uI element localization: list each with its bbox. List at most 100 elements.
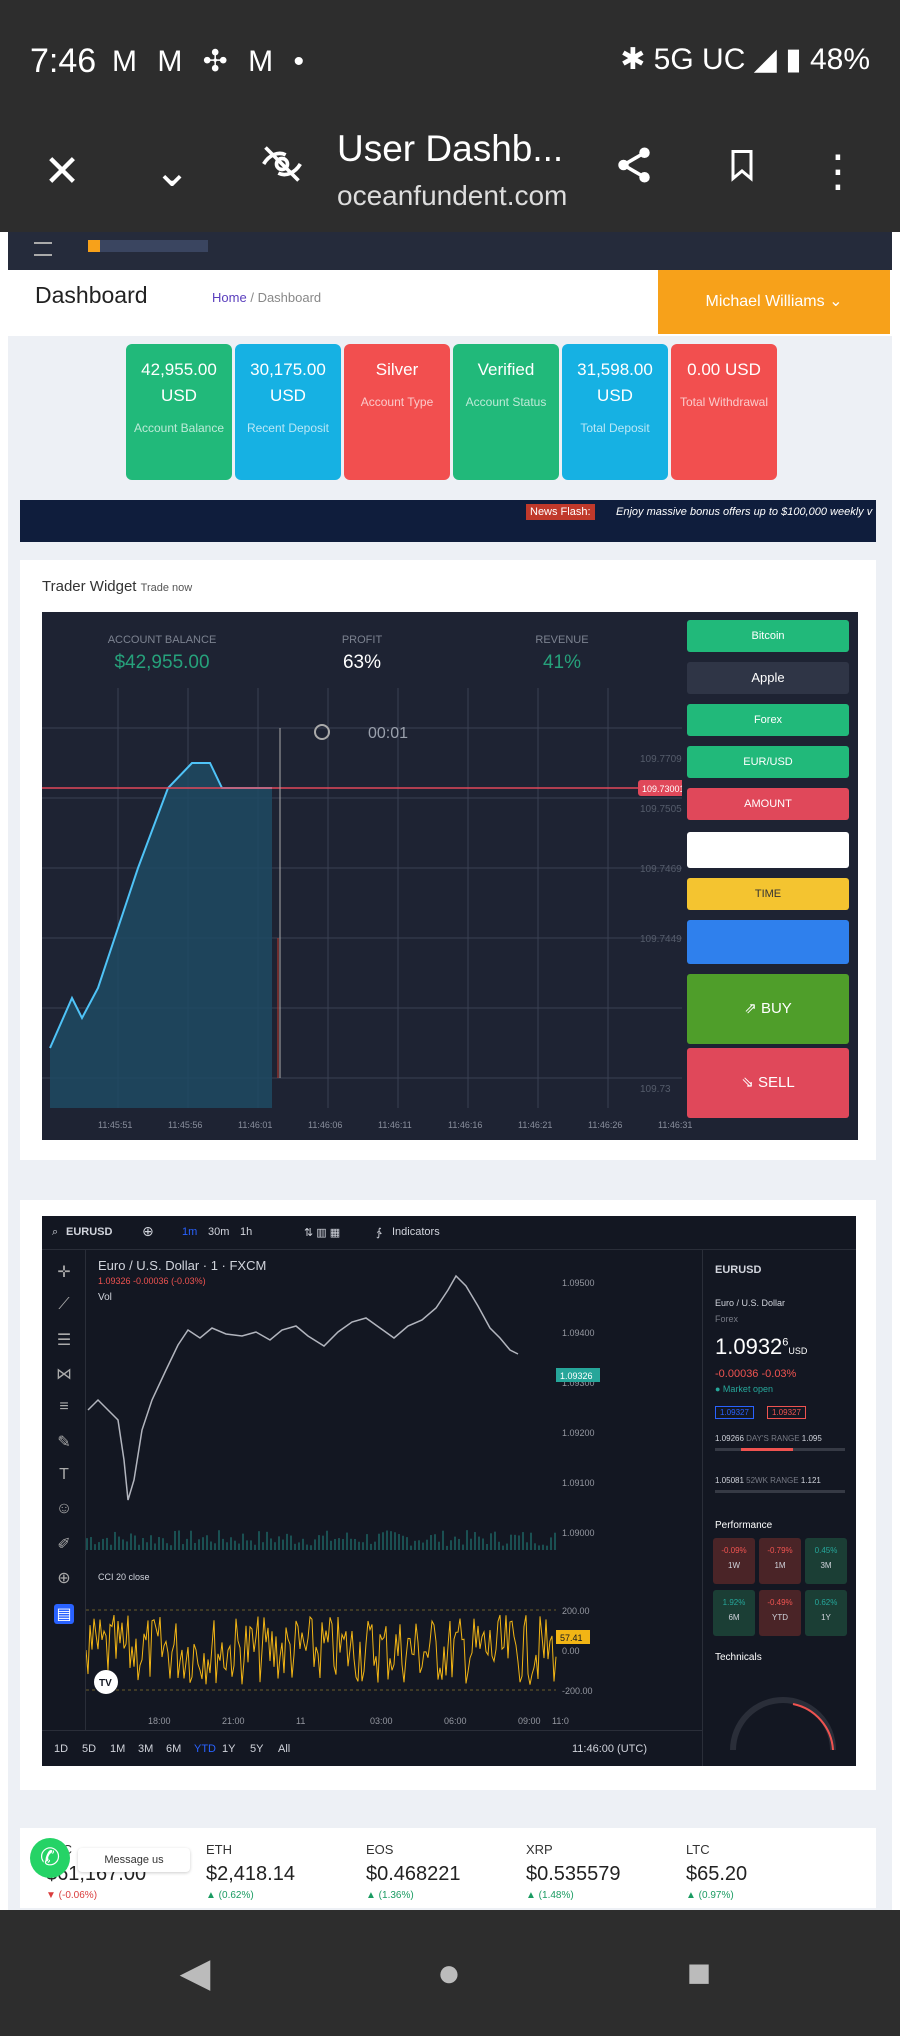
performance-cell: -0.09% 1W [713, 1538, 755, 1584]
fib-icon[interactable]: ☰ [56, 1332, 72, 1349]
day-range-high: 1.095 [801, 1434, 822, 1443]
range-button[interactable]: 1Y [222, 1743, 236, 1755]
time-axis-label: 06:00 [444, 1716, 467, 1726]
back-icon[interactable]: ◀ [179, 1951, 211, 1995]
range-button[interactable]: 1M [110, 1743, 126, 1755]
crosshair-icon[interactable]: ✛ [57, 1264, 71, 1281]
ticker-item[interactable]: EOS $0.468221 ▲ (1.36%) [366, 1842, 516, 1901]
range-button[interactable]: 6M [166, 1743, 182, 1755]
stat-label: Account Balance [133, 421, 225, 435]
browser-toolbar: ✕ ⌄ User Dashb... oceanfundent.com ⋮ [0, 110, 900, 232]
news-ticker: News Flash: Enjoy massive bonus offers u… [20, 500, 876, 542]
share-icon[interactable] [604, 142, 664, 202]
url-display[interactable]: oceanfundent.com [337, 180, 568, 211]
add-symbol-icon[interactable]: ⊕ [142, 1223, 154, 1239]
current-price-text: 109.73001 [642, 784, 682, 794]
asset-select[interactable]: Bitcoin [687, 620, 849, 652]
time-label: TIME [687, 878, 849, 910]
timer-text: 00:01 [368, 725, 408, 742]
ticker-item[interactable]: ETH $2,418.14 ▲ (0.62%) [206, 1842, 356, 1901]
range-button[interactable]: 5Y [250, 1743, 264, 1755]
range-button[interactable]: 1D [54, 1743, 69, 1755]
interval-30m[interactable]: 30m [208, 1226, 230, 1238]
perf-period: 6M [728, 1613, 740, 1622]
performance-heading: Performance [715, 1520, 773, 1531]
range-button[interactable]: 5D [82, 1743, 97, 1755]
performance-cell: 0.62% 1Y [805, 1590, 847, 1636]
indicators-icon[interactable]: ∱ [376, 1227, 382, 1239]
breadcrumb: Home / Dashboard [212, 290, 321, 305]
emoji-icon[interactable]: ☺ [55, 1500, 73, 1517]
tv-range-bar: 11:46:00 (UTC) 1D 5D 1M 3M 6M YTD 1Y 5Y All [42, 1730, 702, 1766]
pair-select[interactable]: EUR/USD [687, 746, 849, 778]
hamburger-icon[interactable] [34, 242, 52, 256]
performance-cell: 1.92% 6M [713, 1590, 755, 1636]
side-currency: USD [788, 1346, 808, 1356]
cci-value-text: 57.41 [560, 1633, 583, 1643]
text-icon[interactable]: T [59, 1466, 69, 1483]
close-icon[interactable]: ✕ [43, 147, 81, 196]
price-label: 109.74693 [640, 864, 682, 875]
interval-1h[interactable]: 1h [240, 1226, 253, 1238]
performance-cell: 0.45% 3M [805, 1538, 847, 1584]
zoom-icon[interactable]: ⊕ [57, 1570, 71, 1587]
svg-text:TV: TV [99, 1678, 112, 1689]
price-axis-label: 1.09300 [562, 1378, 595, 1388]
ticker-change: ▲ (1.36%) [366, 1890, 414, 1901]
price-axis-label: 1.09200 [562, 1428, 595, 1438]
ticker-item[interactable]: XRP $0.535579 ▲ (1.48%) [526, 1842, 676, 1901]
perf-value: -0.09% [721, 1546, 747, 1555]
side-price: 1.0932 [715, 1334, 783, 1359]
breadcrumb-home[interactable]: Home [212, 290, 247, 305]
recents-icon[interactable]: ■ [686, 1951, 712, 1995]
user-menu[interactable]: Michael Williams ⌄ [658, 270, 890, 334]
search-icon[interactable]: ⌕ [52, 1226, 59, 1238]
home-icon[interactable]: ● [436, 1951, 462, 1995]
chart-type-icon[interactable]: ⇅ ▥ ▦ [304, 1227, 341, 1239]
tradingview-logo[interactable] [94, 1670, 118, 1694]
buy-button[interactable]: ⇗ BUY [687, 974, 849, 1044]
range-button[interactable]: 3M [138, 1743, 154, 1755]
stock-select[interactable]: Apple [687, 662, 849, 694]
stat-card: 0.00 USD Total Withdrawal [671, 344, 777, 480]
ticker-symbol: XRP [526, 1842, 553, 1857]
brush-icon[interactable]: ✎ [57, 1434, 71, 1451]
bookmark-icon[interactable] [712, 142, 772, 202]
time-axis-label: 11:46:06 [308, 1120, 343, 1130]
range-button[interactable]: YTD [194, 1743, 216, 1755]
magnet-icon[interactable]: ▤ [54, 1604, 74, 1624]
sell-button[interactable]: ⇘ SELL [687, 1048, 849, 1118]
market-select[interactable]: Forex [687, 704, 849, 736]
tradingview-widget: ⌕ EURUSD ⊕ 1m 30m 1h ⇅ ▥ ▦ ∱ Indicators … [42, 1216, 856, 1766]
chevron-down-icon[interactable]: ⌄ [153, 147, 191, 196]
perf-value: 0.62% [814, 1598, 838, 1607]
account-balance-label: ACCOUNT BALANCE [107, 634, 217, 646]
page-title: Dashboard [35, 282, 148, 308]
eye-off-icon[interactable] [252, 142, 312, 202]
amount-input[interactable] [687, 832, 849, 868]
cci-label: CCI 20 close [98, 1572, 150, 1582]
trend-line-icon[interactable]: ⟋ [58, 1296, 70, 1313]
bid-price: 1.09327 [715, 1406, 754, 1419]
interval-1m[interactable]: 1m [182, 1226, 198, 1238]
price-axis-label: 1.09100 [562, 1478, 595, 1488]
range-button[interactable]: All [278, 1743, 291, 1755]
pattern-icon[interactable]: ⋈ [56, 1366, 72, 1383]
week-range-low: 1.05081 [715, 1476, 744, 1485]
chat-bubble[interactable]: Message us [78, 1848, 190, 1872]
forecast-icon[interactable]: ≡ [59, 1398, 69, 1415]
indicators-button[interactable]: Indicators [392, 1226, 440, 1238]
tv-time-axis: 18:00 21:00 11 03:00 06:00 09:00 11:0 [148, 1716, 569, 1726]
whatsapp-icon[interactable]: ✆ [30, 1838, 70, 1878]
ticker-item[interactable]: LTC $65.20 ▲ (0.97%) [686, 1842, 836, 1901]
tv-chart-title: Euro / U.S. Dollar · 1 · FXCM [98, 1258, 267, 1273]
stat-value: 0.00 USD [687, 360, 761, 379]
site-logo[interactable] [88, 240, 208, 252]
ruler-icon[interactable]: ✐ [57, 1536, 71, 1553]
more-vert-icon[interactable]: ⋮ [816, 147, 860, 196]
stat-card: Silver Account Type [344, 344, 450, 480]
time-axis-label: 03:00 [370, 1716, 393, 1726]
amount-label: AMOUNT [687, 788, 849, 820]
tv-symbol[interactable]: EURUSD [66, 1226, 113, 1238]
time-input[interactable] [687, 920, 849, 964]
